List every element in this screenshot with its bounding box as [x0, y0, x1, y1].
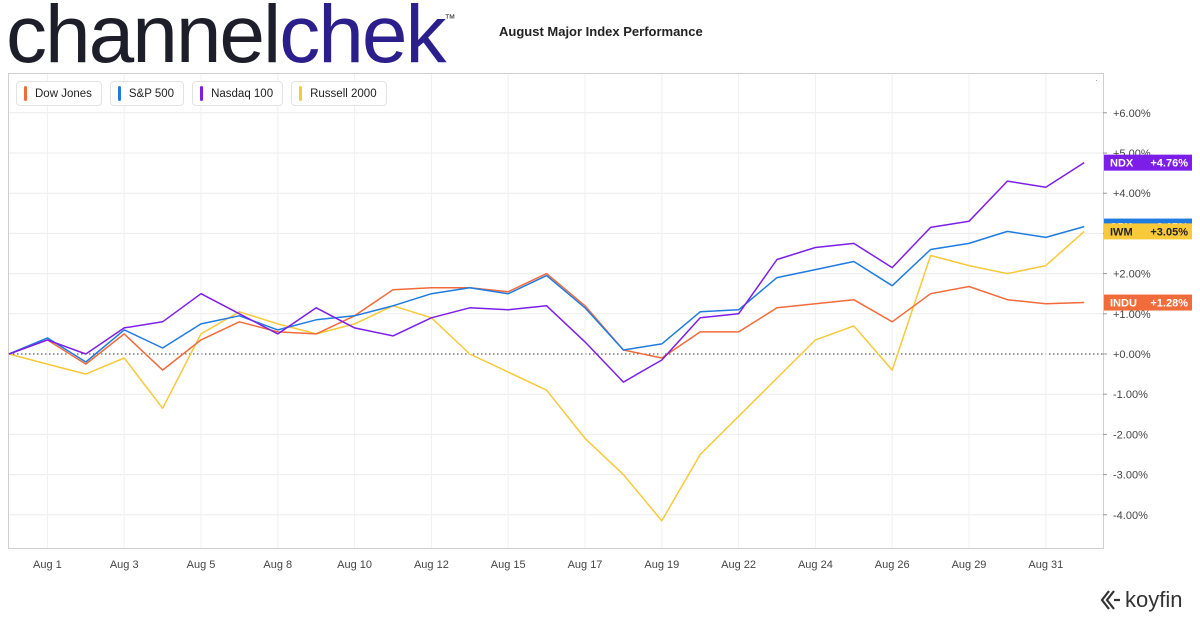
end-label-box — [1104, 294, 1192, 311]
x-tick-label: Aug 29 — [952, 559, 987, 571]
series-line-iwm — [8, 230, 1085, 522]
series-lines — [8, 161, 1085, 522]
x-tick-label: Aug 1 — [33, 559, 62, 571]
x-tick-label: Aug 19 — [644, 559, 679, 571]
x-tick-label: Aug 17 — [568, 559, 603, 571]
end-label-iwm: IWM +3.05% — [1104, 223, 1192, 240]
x-tick-label: Aug 31 — [1028, 559, 1063, 571]
logo-part-channel: channel — [6, 0, 281, 80]
y-axis: +6.00%+5.00%+4.00%+3.00%+2.00%+1.00%+0.0… — [1103, 108, 1151, 522]
legend-swatch-russell — [299, 86, 303, 101]
y-tick-label: +0.00% — [1113, 349, 1151, 361]
koyfin-icon — [1100, 590, 1120, 610]
y-tick-label: +2.00% — [1113, 269, 1151, 281]
legend: Dow Jones S&P 500 Nasdaq 100 Russell 200… — [16, 81, 387, 106]
y-tick-label: -3.00% — [1113, 470, 1148, 482]
y-tick-label: -1.00% — [1113, 389, 1148, 401]
end-label-value: +1.28% — [1150, 298, 1188, 310]
logo-trademark: ™ — [444, 13, 456, 25]
series-line-indu — [8, 272, 1085, 371]
end-label-value: +3.05% — [1150, 226, 1188, 238]
koyfin-logo: koyfin — [1100, 587, 1182, 613]
end-label-ticker: NDX — [1110, 158, 1134, 170]
end-label-ndx: NDX +4.76% — [1104, 154, 1192, 171]
series-line-ndx — [8, 161, 1085, 383]
legend-item-nasdaq100[interactable]: Nasdaq 100 — [192, 81, 284, 106]
channelchek-logo: channelchek™ — [6, 0, 455, 76]
legend-label: S&P 500 — [128, 87, 175, 100]
y-tick-label: +6.00% — [1113, 108, 1151, 120]
x-tick-label: Aug 5 — [187, 559, 216, 571]
x-tick-label: Aug 15 — [491, 559, 526, 571]
end-label-value: +4.76% — [1150, 158, 1188, 170]
end-label-ticker: IWM — [1110, 226, 1133, 238]
legend-item-russell2000[interactable]: Russell 2000 — [291, 81, 387, 106]
legend-swatch-nasdaq — [200, 86, 204, 101]
end-label-box — [1104, 223, 1192, 240]
x-tick-label: Aug 12 — [414, 559, 449, 571]
end-labels: INDU+1.28%SPX+3.17%NDX+4.76%IWM+3.05% — [1104, 154, 1192, 311]
x-tick-label: Aug 24 — [798, 559, 833, 571]
legend-item-sp500[interactable]: S&P 500 — [109, 81, 185, 106]
end-label-ticker: INDU — [1110, 298, 1137, 310]
x-tick-label: Aug 3 — [110, 559, 139, 571]
koyfin-text: koyfin — [1125, 587, 1183, 612]
menu-dot-icon[interactable]: · — [1095, 75, 1098, 85]
end-label-box — [1104, 154, 1192, 171]
y-tick-label: -2.00% — [1113, 429, 1148, 441]
legend-label: Nasdaq 100 — [211, 87, 274, 100]
legend-swatch-sp — [117, 86, 121, 101]
y-tick-label: -4.00% — [1113, 510, 1148, 522]
chart-title: August Major Index Performance — [499, 24, 703, 39]
x-axis: Aug 1 Aug 3 Aug 5 Aug 8 Aug 10 Aug 12 Aug 15 Au… — [33, 559, 1063, 571]
x-tick-label: Aug 22 — [721, 559, 756, 571]
chart-frame — [8, 73, 1104, 549]
x-tick-label: Aug 8 — [263, 559, 292, 571]
x-tick-label: Aug 10 — [337, 559, 372, 571]
legend-label: Russell 2000 — [310, 87, 377, 100]
legend-item-dow-jones[interactable]: Dow Jones — [16, 81, 102, 106]
legend-swatch-dow — [24, 86, 27, 101]
grid-lines — [9, 74, 1103, 548]
end-label-indu: INDU +1.28% — [1104, 294, 1192, 311]
x-tick-label: Aug 26 — [875, 559, 910, 571]
series-line-spx — [8, 225, 1085, 363]
legend-label: Dow Jones — [35, 87, 92, 100]
y-tick-label: +1.00% — [1113, 309, 1151, 321]
logo-part-chek: chek — [279, 0, 446, 80]
y-tick-label: +4.00% — [1113, 188, 1151, 200]
